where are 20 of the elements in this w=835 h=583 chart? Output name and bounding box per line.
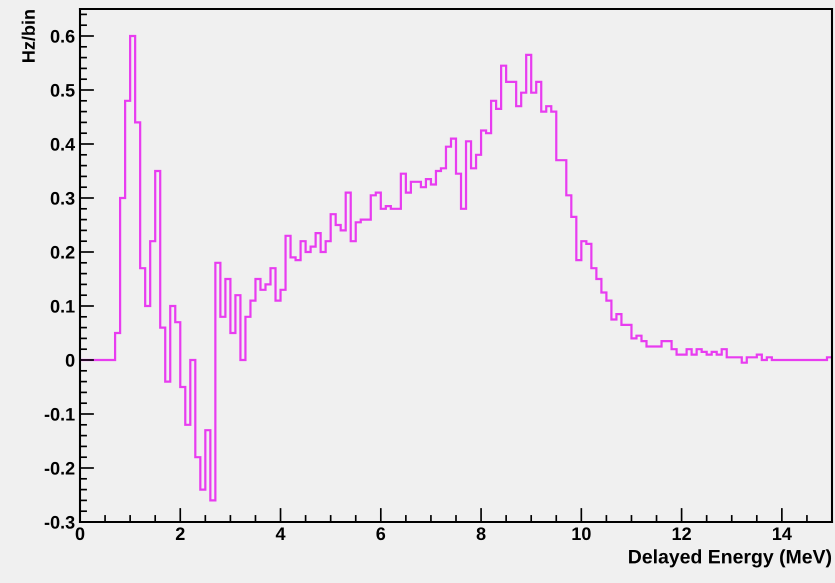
y-tick-label: 0.4 <box>50 138 76 151</box>
y-tick-label: 0 <box>66 354 74 367</box>
x-tick-label: 10 <box>572 527 591 540</box>
y-tick-label: 0.5 <box>50 84 75 97</box>
x-tick-label: 6 <box>376 527 386 540</box>
y-tick-label: 0.3 <box>50 192 74 205</box>
x-tick-label: 4 <box>276 528 286 540</box>
x-axis-title: Delayed Energy (MeV) <box>629 549 832 568</box>
x-tick-label: 12 <box>672 527 691 540</box>
x-tick-label: 2 <box>176 527 185 540</box>
y-axis-title: Hz/bin <box>22 10 36 62</box>
y-tick-label: -0.1 <box>44 408 75 421</box>
y-tick-label: 0.2 <box>50 246 74 259</box>
y-tick-label: -0.3 <box>44 516 74 529</box>
y-tick-label: 0.6 <box>50 30 74 43</box>
x-tick-label: 14 <box>772 528 792 540</box>
x-tick-label: 8 <box>476 527 486 540</box>
y-tick-label: -0.2 <box>44 462 74 475</box>
x-tick-label: 0 <box>76 527 84 540</box>
y-tick-label: 0.1 <box>50 300 75 313</box>
